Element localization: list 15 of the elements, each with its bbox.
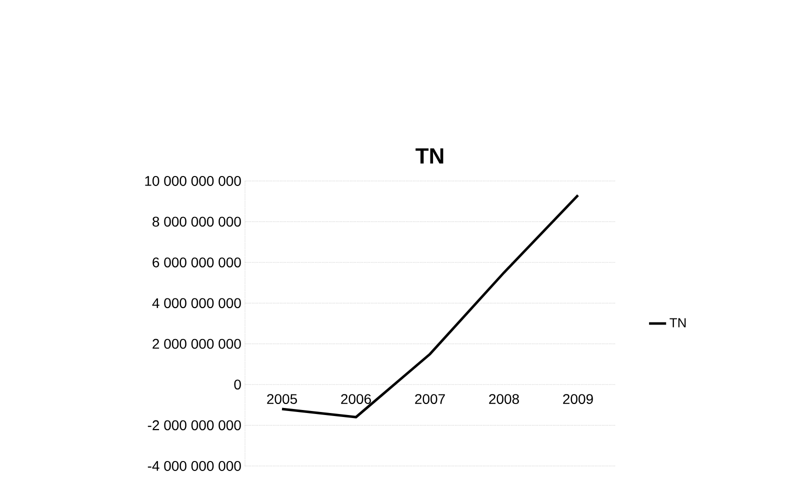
chart-title: TN: [416, 148, 444, 164]
x-tick-label: 2006: [341, 394, 371, 404]
legend-label: TN: [670, 318, 686, 328]
y-tick-label: 6 000 000 000: [152, 257, 241, 268]
x-tick-label: 2005: [267, 394, 297, 404]
y-tick-label: -2 000 000 000: [148, 420, 241, 430]
y-tick-label: 10 000 000 000: [145, 176, 241, 186]
y-tick-label: -4 000 000 000: [148, 461, 241, 471]
x-tick-label: 2009: [563, 394, 593, 404]
x-tick-label: 2008: [489, 394, 519, 404]
x-tick-label: 2007: [415, 394, 445, 404]
y-tick-label: 8 000 000 000: [152, 216, 241, 227]
y-tick-label: 0: [234, 380, 241, 390]
y-tick-label: 2 000 000 000: [152, 338, 241, 349]
y-tick-label: 4 000 000 000: [152, 298, 241, 308]
